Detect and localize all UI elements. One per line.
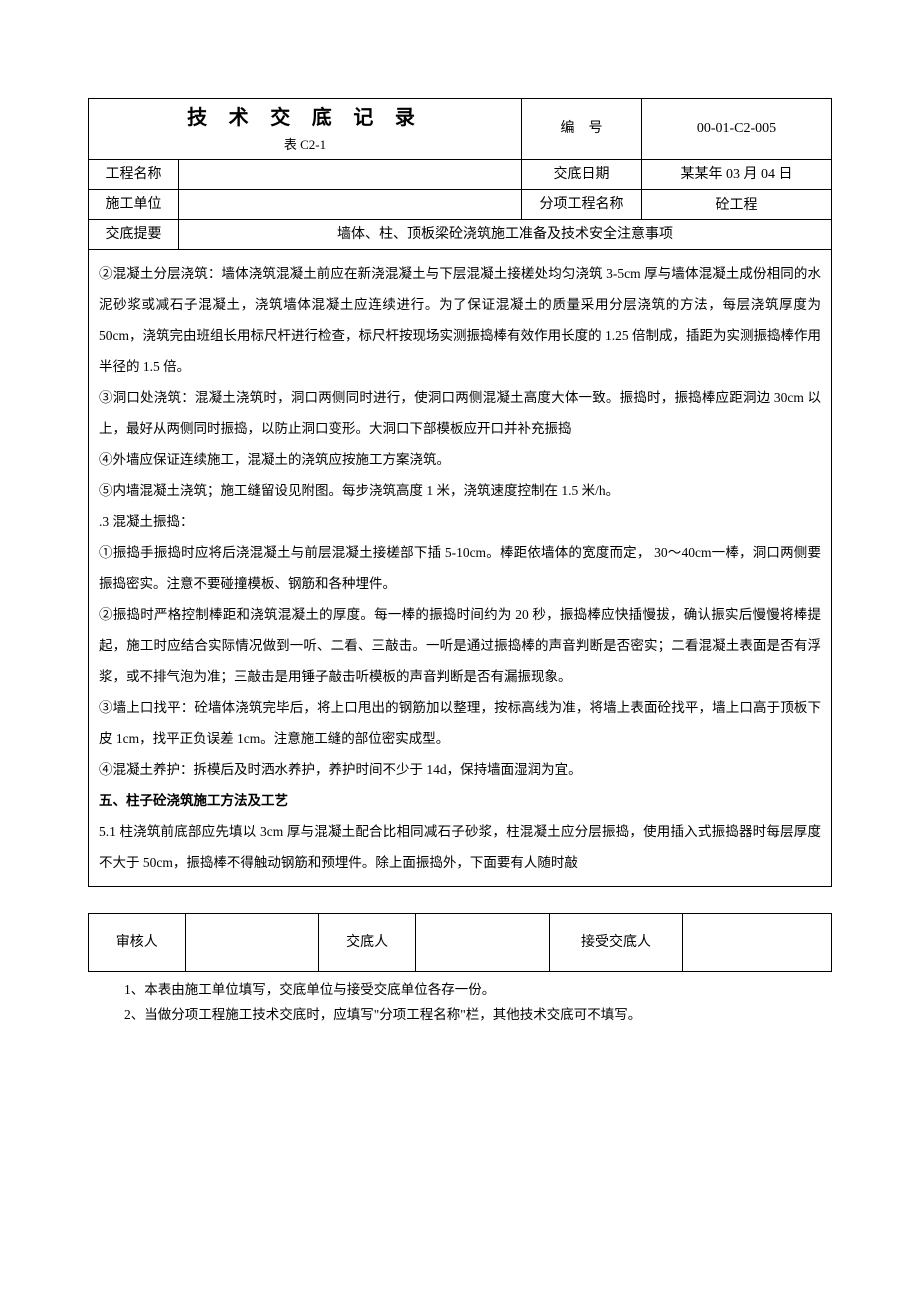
footnote-2: 2、当做分项工程施工技术交底时，应填写"分项工程名称"栏，其他技术交底可不填写。	[124, 1003, 832, 1027]
unit-row: 施工单位 分项工程名称 砼工程	[89, 189, 832, 219]
unit-label: 施工单位	[89, 189, 179, 219]
title-cell: 技 术 交 底 记 录 表 C2-1	[89, 99, 522, 160]
paragraph-3: ③洞口处浇筑：混凝土浇筑时，洞口两侧同时进行，使洞口两侧混凝土高度大体一致。振捣…	[99, 382, 821, 444]
paragraph-v2: ②振捣时严格控制棒距和浇筑混凝土的厚度。每一棒的振捣时间约为 20 秒，振捣棒应…	[99, 599, 821, 692]
summary-label: 交底提要	[89, 219, 179, 249]
header-row: 技 术 交 底 记 录 表 C2-1 编 号 00-01-C2-005	[89, 99, 832, 160]
project-name-value	[179, 159, 522, 189]
paragraph-5-1: 5.1 柱浇筑前底部应先填以 3cm 厚与混凝土配合比相同减石子砂浆，柱混凝土应…	[99, 816, 821, 878]
paragraph-v1: ①振捣手振捣时应将后浇混凝土与前层混凝土接槎部下插 5-10cm。棒距依墙体的宽…	[99, 537, 821, 599]
signature-row: 审核人 交底人 接受交底人	[89, 914, 832, 972]
subproject-value: 砼工程	[642, 189, 832, 219]
paragraph-5: ⑤内墙混凝土浇筑；施工缝留设见附图。每步浇筑高度 1 米，浇筑速度控制在 1.5…	[99, 475, 821, 506]
main-title: 技 术 交 底 记 录	[97, 103, 513, 133]
content-cell: ②混凝土分层浇筑：墙体浇筑混凝土前应在新浇混凝土与下层混凝土接槎处均匀浇筑 3-…	[89, 249, 832, 887]
code-label: 编 号	[522, 99, 642, 160]
project-row: 工程名称 交底日期 某某年 03 月 04 日	[89, 159, 832, 189]
date-label: 交底日期	[522, 159, 642, 189]
reviewer-value	[185, 914, 319, 972]
paragraph-4: ④外墙应保证连续施工，混凝土的浇筑应按施工方案浇筑。	[99, 444, 821, 475]
footnotes: 1、本表由施工单位填写，交底单位与接受交底单位各存一份。 2、当做分项工程施工技…	[88, 972, 832, 1027]
project-name-label: 工程名称	[89, 159, 179, 189]
section-5-title: 五、柱子砼浇筑施工方法及工艺	[99, 785, 821, 816]
signature-table: 审核人 交底人 接受交底人	[88, 913, 832, 972]
paragraph-2: ②混凝土分层浇筑：墙体浇筑混凝土前应在新浇混凝土与下层混凝土接槎处均匀浇筑 3-…	[99, 258, 821, 382]
summary-value: 墙体、柱、顶板梁砼浇筑施工准备及技术安全注意事项	[179, 219, 832, 249]
record-table: 技 术 交 底 记 录 表 C2-1 编 号 00-01-C2-005 工程名称…	[88, 98, 832, 887]
receiver-value	[683, 914, 832, 972]
paragraph-vibrate-title: .3 混凝土振捣：	[99, 506, 821, 537]
subproject-label: 分项工程名称	[522, 189, 642, 219]
presenter-label: 交底人	[319, 914, 416, 972]
reviewer-label: 审核人	[89, 914, 186, 972]
summary-row: 交底提要 墙体、柱、顶板梁砼浇筑施工准备及技术安全注意事项	[89, 219, 832, 249]
paragraph-v3: ③墙上口找平：砼墙体浇筑完毕后，将上口甩出的钢筋加以整理，按标高线为准，将墙上表…	[99, 692, 821, 754]
footnote-1: 1、本表由施工单位填写，交底单位与接受交底单位各存一份。	[124, 978, 832, 1002]
content-row: ②混凝土分层浇筑：墙体浇筑混凝土前应在新浇混凝土与下层混凝土接槎处均匀浇筑 3-…	[89, 249, 832, 887]
sub-title: 表 C2-1	[97, 135, 513, 155]
date-value: 某某年 03 月 04 日	[642, 159, 832, 189]
content-body: ②混凝土分层浇筑：墙体浇筑混凝土前应在新浇混凝土与下层混凝土接槎处均匀浇筑 3-…	[89, 250, 831, 887]
receiver-label: 接受交底人	[549, 914, 683, 972]
paragraph-v4: ④混凝土养护：拆模后及时洒水养护，养护时间不少于 14d，保持墙面湿润为宜。	[99, 754, 821, 785]
unit-value	[179, 189, 522, 219]
presenter-value	[415, 914, 549, 972]
code-value: 00-01-C2-005	[642, 99, 832, 160]
